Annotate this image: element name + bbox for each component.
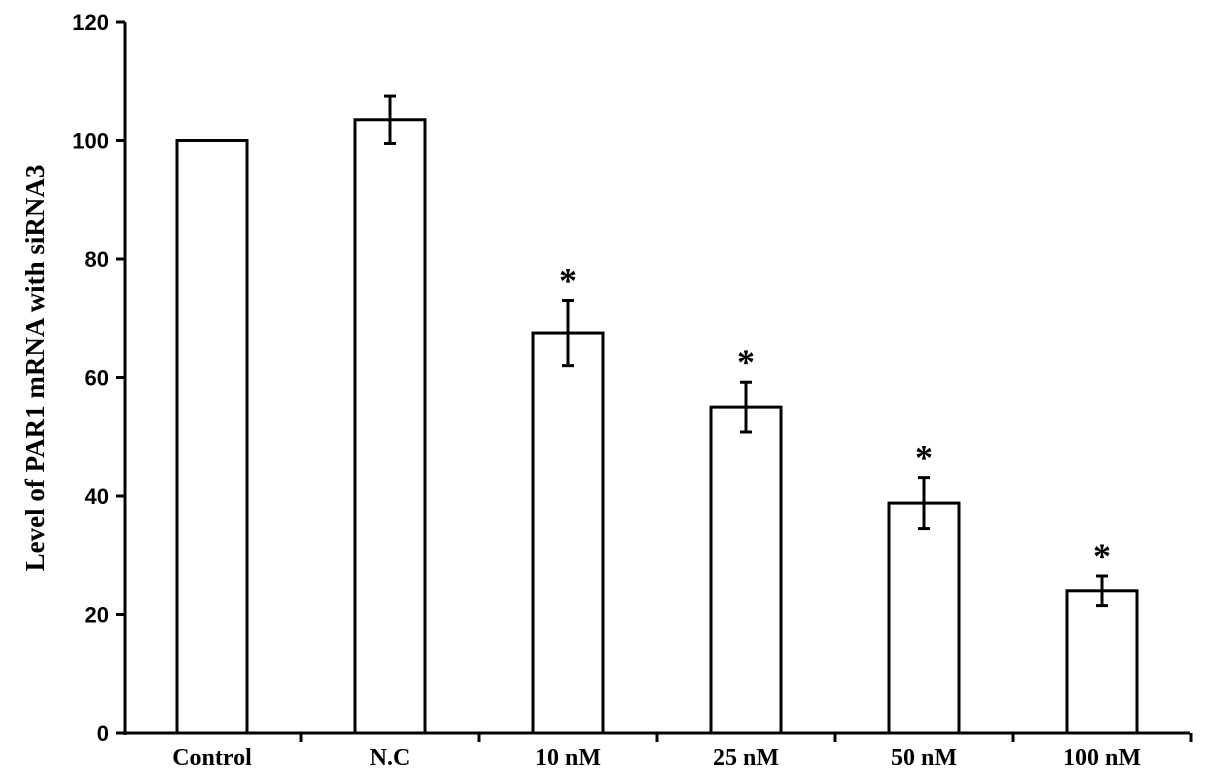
error-bars <box>384 94 1108 608</box>
y-tick-label: 60 <box>85 366 109 391</box>
x-tick-label: N.C <box>370 745 411 771</box>
y-axis-label: Level of PAR1 mRNA with siRNA3 <box>20 165 50 572</box>
bars <box>175 118 1139 735</box>
significance-marker: * <box>1093 536 1111 576</box>
x-tick-label: Control <box>172 745 252 771</box>
bar <box>353 118 427 735</box>
x-axis: Control N.C 10 nM 25 nM 50 nM 100 nM <box>124 731 1193 771</box>
x-tick-label: 100 nM <box>1063 745 1141 771</box>
bar <box>709 405 783 735</box>
x-tick-label: 10 nM <box>535 745 601 771</box>
y-tick-label: 80 <box>85 247 109 272</box>
y-tick-label: 100 <box>72 129 109 154</box>
bar <box>1065 589 1139 735</box>
bar <box>887 501 961 735</box>
y-tick-label: 20 <box>85 603 109 628</box>
bar <box>531 331 605 735</box>
y-tick-label: 120 <box>72 10 109 35</box>
significance-markers: * * * * <box>559 260 1111 576</box>
x-tick-label: 25 nM <box>713 745 779 771</box>
significance-marker: * <box>915 438 933 478</box>
x-tick-label: 50 nM <box>891 745 957 771</box>
y-tick-label: 0 <box>97 721 109 746</box>
y-tick-label: 40 <box>85 484 109 509</box>
bar <box>175 139 249 735</box>
significance-marker: * <box>737 342 755 382</box>
significance-marker: * <box>559 260 577 300</box>
y-axis: 0 20 40 60 80 100 120 <box>72 10 127 746</box>
